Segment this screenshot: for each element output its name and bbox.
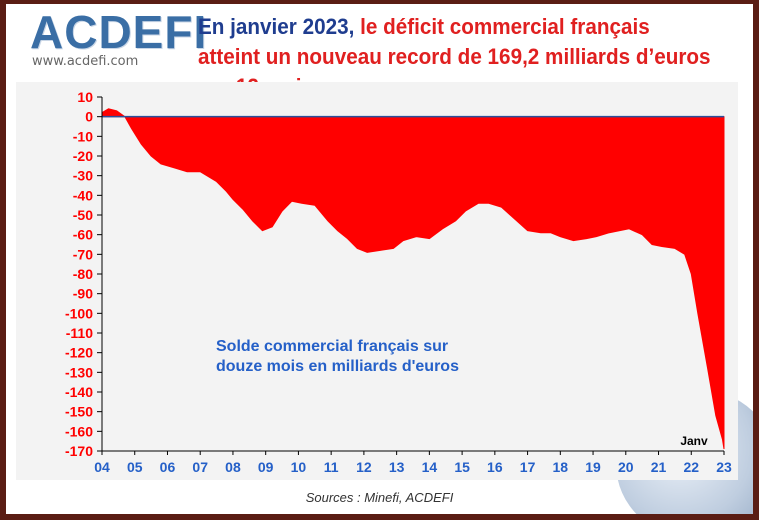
x-tick-label: 10 [291,459,307,475]
x-tick-label: 16 [487,459,503,475]
y-tick-label: -80 [73,266,93,282]
chart-title-line: douze mois en milliards d'euros [216,358,459,375]
janv-annotation: Janv [680,434,708,448]
x-tick-label: 17 [520,459,536,475]
logo-wordmark: ACDEFI [30,6,208,58]
y-tick-label: 0 [85,109,93,125]
headline-date: En janvier 2023, [198,14,361,39]
x-tick-label: 21 [651,459,667,475]
y-tick-label: -60 [73,227,93,243]
x-tick-label: 13 [389,459,405,475]
sources-note: Sources : Minefi, ACDEFI [305,490,454,505]
y-tick-label: -120 [65,345,93,361]
y-tick-label: -90 [73,286,93,302]
y-tick-label: -70 [73,246,93,262]
y-tick-label: -130 [65,364,93,380]
x-tick-label: 23 [716,459,732,475]
trade-balance-chart: 10 0 -10 -20 -30 -40 -50 -60 -70 -80 -90 -100 -110 -1… [65,89,732,475]
slide: ACDEFI www.acdefi.com En janvier 2023, l… [6,4,753,514]
x-tick-label: 12 [356,459,372,475]
x-tick-label: 09 [258,459,274,475]
y-tick-label: -30 [73,168,93,184]
y-tick-label: -160 [65,423,93,439]
y-tick-label: -40 [73,187,93,203]
x-tick-label: 20 [618,459,634,475]
logo-url: www.acdefi.com [32,54,139,69]
chart-title-line: Solde commercial français sur [216,338,448,355]
x-tick-label: 08 [225,459,241,475]
x-tick-label: 05 [127,459,143,475]
y-tick-label: -140 [65,384,93,400]
x-tick-label: 14 [422,459,438,475]
y-tick-label: -170 [65,443,93,459]
x-tick-label: 07 [192,459,208,475]
x-tick-label: 22 [683,459,699,475]
y-tick-label: -50 [73,207,93,223]
x-tick-label: 19 [585,459,601,475]
x-tick-label: 11 [324,459,339,475]
y-tick-label: -150 [65,404,93,420]
y-tick-label: -110 [66,325,93,341]
deficit-area [101,108,725,450]
headline-statement: le déficit commercial français atteint u… [198,14,711,99]
y-tick-label: -20 [73,148,93,164]
y-tick-label: 10 [77,89,93,105]
chart-panel: 10 0 -10 -20 -30 -40 -50 -60 -70 -80 -90 -100 -110 -1… [16,82,738,480]
headline: En janvier 2023, le déficit commercial f… [198,12,715,102]
y-tick-label: -10 [73,128,93,144]
y-tick-label: -100 [65,305,93,321]
x-tick-label: 18 [553,459,569,475]
x-tick-label: 04 [94,459,110,475]
acdefi-logo: ACDEFI www.acdefi.com [30,8,206,72]
x-tick-label: 06 [160,459,176,475]
x-tick-label: 15 [454,459,470,475]
